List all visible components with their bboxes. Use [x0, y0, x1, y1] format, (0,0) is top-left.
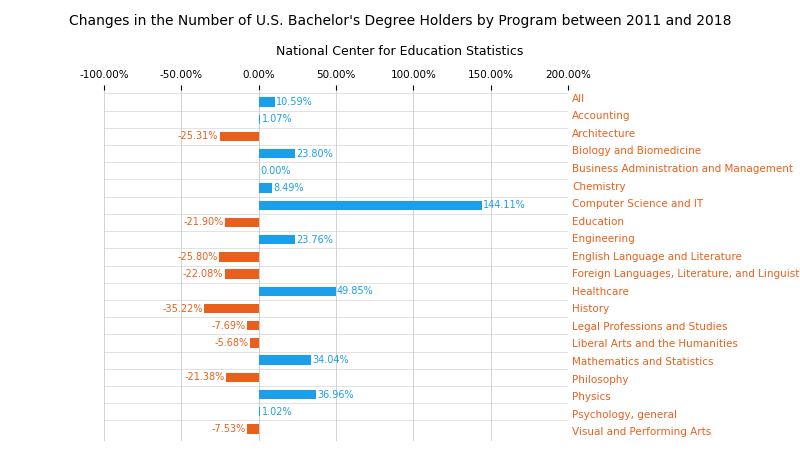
Text: 0.00%: 0.00% — [260, 166, 290, 176]
Bar — [258, 114, 260, 124]
Text: 10.59%: 10.59% — [276, 97, 313, 107]
Text: Chemistry: Chemistry — [572, 181, 626, 192]
Bar — [219, 132, 258, 141]
Text: 1.02%: 1.02% — [262, 407, 292, 417]
Text: All: All — [572, 94, 585, 104]
Text: Mathematics and Statistics: Mathematics and Statistics — [572, 357, 714, 367]
Text: Accounting: Accounting — [572, 111, 630, 122]
Text: 36.96%: 36.96% — [317, 390, 354, 400]
Text: -21.90%: -21.90% — [183, 217, 223, 228]
Text: 1.07%: 1.07% — [262, 114, 292, 124]
Text: -7.53%: -7.53% — [211, 424, 246, 434]
Bar — [218, 252, 258, 261]
Text: History: History — [572, 304, 610, 315]
Text: Engineering: Engineering — [572, 234, 634, 244]
Text: Foreign Languages, Literature, and Linguistics: Foreign Languages, Literature, and Lingu… — [572, 269, 800, 279]
Bar — [225, 218, 258, 227]
Text: Business Administration and Management: Business Administration and Management — [572, 164, 793, 174]
Text: Psychology, general: Psychology, general — [572, 410, 677, 420]
Bar — [258, 97, 275, 107]
Bar — [258, 356, 311, 365]
Text: Biology and Biomedicine: Biology and Biomedicine — [572, 146, 701, 157]
Text: -21.38%: -21.38% — [184, 372, 224, 382]
Text: Education: Education — [572, 216, 624, 227]
Text: -5.68%: -5.68% — [214, 338, 249, 348]
Text: 23.80%: 23.80% — [297, 148, 334, 159]
Text: 144.11%: 144.11% — [482, 200, 526, 210]
Text: 8.49%: 8.49% — [273, 183, 303, 193]
Text: 34.04%: 34.04% — [313, 355, 349, 365]
Bar — [258, 407, 260, 417]
Text: -25.31%: -25.31% — [178, 131, 218, 141]
Text: Computer Science and IT: Computer Science and IT — [572, 199, 703, 209]
Text: Physics: Physics — [572, 392, 610, 402]
Text: Changes in the Number of U.S. Bachelor's Degree Holders by Program between 2011 : Changes in the Number of U.S. Bachelor's… — [69, 14, 731, 27]
Bar — [204, 304, 258, 313]
Text: National Center for Education Statistics: National Center for Education Statistics — [276, 45, 524, 58]
Text: Philosophy: Philosophy — [572, 374, 629, 385]
Text: 23.76%: 23.76% — [297, 235, 334, 245]
Text: -22.08%: -22.08% — [183, 269, 223, 279]
Bar — [258, 183, 272, 193]
Bar — [246, 321, 258, 330]
Text: Architecture: Architecture — [572, 129, 636, 139]
Text: Healthcare: Healthcare — [572, 287, 629, 297]
Bar — [258, 390, 316, 399]
Bar — [247, 424, 258, 434]
Text: Legal Professions and Studies: Legal Professions and Studies — [572, 322, 727, 332]
Bar — [258, 235, 295, 244]
Text: -35.22%: -35.22% — [162, 303, 203, 314]
Bar — [225, 270, 258, 279]
Text: -25.80%: -25.80% — [177, 252, 218, 262]
Text: -7.69%: -7.69% — [211, 321, 246, 331]
Bar — [258, 287, 336, 296]
Text: Liberal Arts and the Humanities: Liberal Arts and the Humanities — [572, 339, 738, 350]
Text: Visual and Performing Arts: Visual and Performing Arts — [572, 427, 711, 437]
Text: English Language and Literature: English Language and Literature — [572, 252, 742, 262]
Bar — [226, 373, 258, 382]
Bar — [250, 338, 258, 348]
Bar — [258, 149, 295, 158]
Bar — [258, 201, 482, 210]
Text: 49.85%: 49.85% — [337, 286, 374, 296]
